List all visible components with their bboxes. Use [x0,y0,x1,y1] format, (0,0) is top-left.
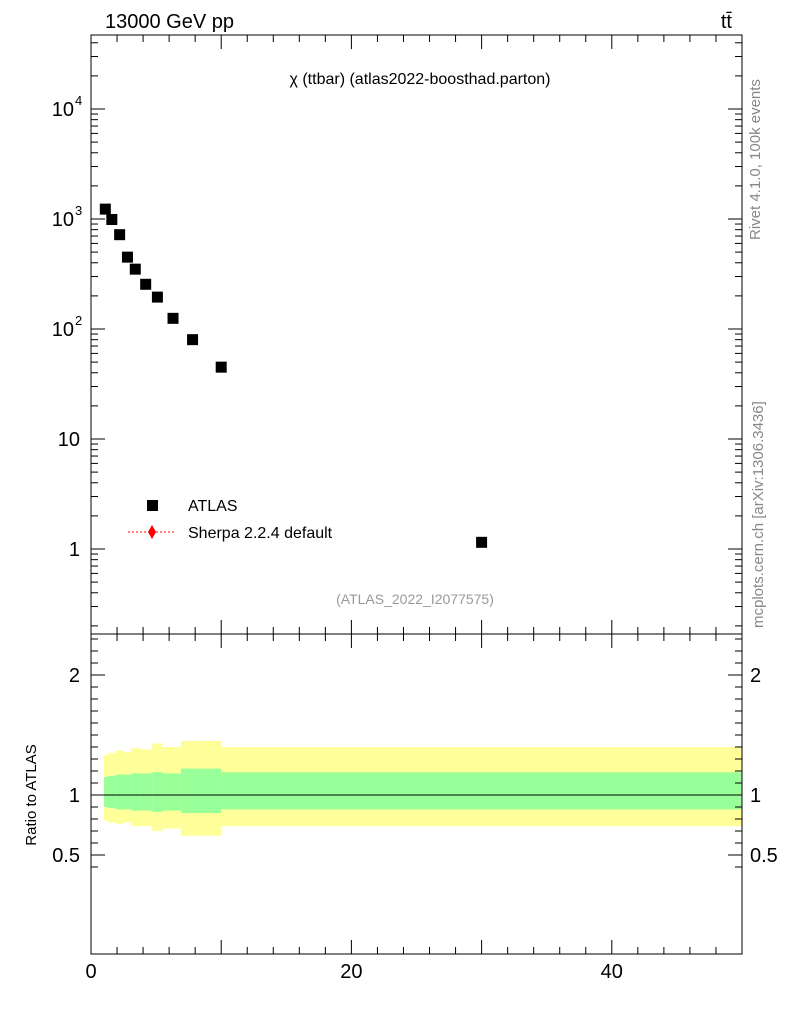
x-tick-label: 40 [601,961,623,983]
ratio-ticks [90,634,743,954]
y-tick-label: 1 [69,539,80,561]
band-stat-bin [131,773,140,811]
analysis-id-label: (ATLAS_2022_I2077575) [336,591,494,607]
atlas-data-point [187,334,199,346]
y-tick-label: 10 [52,99,74,121]
band-stat-bin [115,774,124,810]
x-tick-label: 20 [340,961,362,983]
ratio-y-axis-label: Ratio to ATLAS [23,744,40,845]
band-stat-bin [162,773,181,811]
legend-atlas-label: ATLAS [188,498,238,515]
band-stat-bin [104,777,108,807]
energy-label: 13000 GeV pp [105,11,234,33]
ratio-plot-frame [90,633,743,955]
main-y-minor-ticks [91,42,742,627]
y-tick-label-exponent: 4 [75,93,82,108]
band-stat-bin [152,772,163,812]
legend-sherpa-label: Sherpa 2.2.4 default [188,525,333,542]
main-x-ticks [90,35,743,634]
atlas-data-point [99,203,111,215]
atlas-data-point [140,278,152,290]
ratio-y-tick-label-left: 2 [69,665,80,687]
y-tick-label-exponent: 2 [75,313,82,328]
atlas-data-points [99,203,488,548]
y-tick-label-exponent: 3 [75,203,82,218]
ratio-y-tick-label-right: 2 [750,665,761,687]
process-label: tt̄ [721,11,733,33]
rivet-label: Rivet 4.1.0, 100k events [747,79,764,240]
band-stat-bin [139,773,153,811]
band-stat-bin [107,775,116,809]
x-tick-label: 0 [85,961,96,983]
band-stat-bin [123,774,132,810]
ratio-uncertainty-bands [104,741,742,836]
ratio-y-tick-label-left: 1 [69,785,80,807]
atlas-data-point [476,536,488,548]
ratio-y-tick-label-left: 0.5 [52,845,80,867]
atlas-data-point [167,312,179,324]
y-tick-label: 10 [52,209,74,231]
legend-sherpa-marker [148,525,156,539]
ratio-y-tick-label-right: 1 [750,785,761,807]
band-stat-bin [186,768,222,813]
atlas-data-point [129,263,141,275]
atlas-data-point [114,229,126,241]
ratio-plot-panel: 0.5 0.5 1 1 2 2 0 20 40 Ratio to ATLAS [23,633,778,983]
band-stat-bin [180,768,187,813]
ratio-y-tick-labels: 0.5 0.5 1 1 2 2 [52,665,778,867]
x-axis-tick-labels: 0 20 40 [85,961,622,983]
plot-title: χ (ttbar) (atlas2022-boosthad.parton) [290,71,551,88]
band-stat-bin [221,772,742,810]
legend-atlas-marker [147,500,158,511]
y-tick-label: 10 [52,319,74,341]
atlas-data-point [151,291,163,303]
atlas-data-point [215,361,227,373]
y-tick-label: 10 [58,429,80,451]
mcplots-label: mcplots.cern.ch [arXiv:1306.3436] [750,401,767,628]
atlas-data-point [106,213,118,225]
atlas-data-point [121,251,133,263]
legend: ATLAS Sherpa 2.2.4 default [128,498,333,542]
ratio-y-tick-label-right: 0.5 [750,845,778,867]
